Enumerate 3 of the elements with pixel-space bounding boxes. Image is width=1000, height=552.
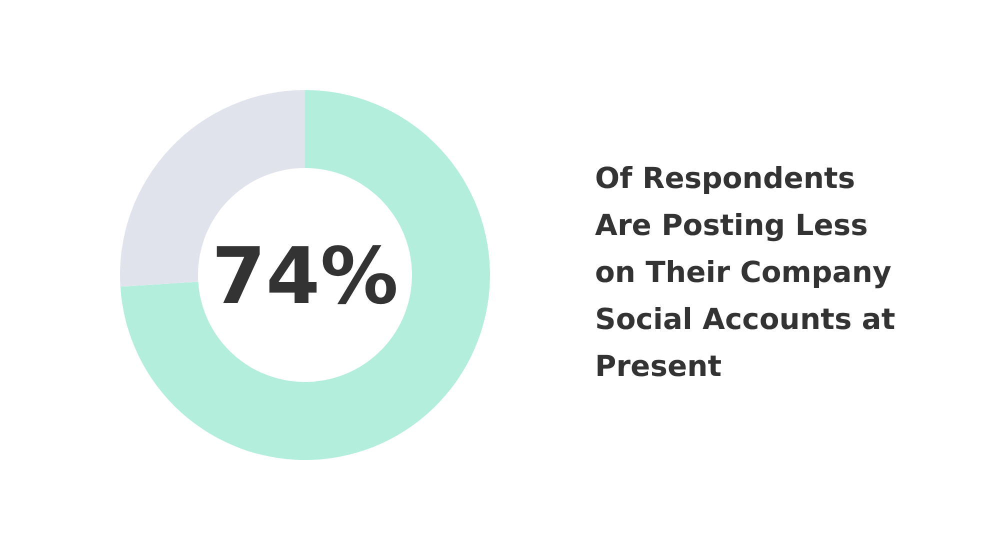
text: Of Respondents Are Posting Less on Their Company Social Accounts at Present (595, 161, 896, 383)
data-label: 74% (212, 232, 398, 322)
donut-slice (120, 90, 490, 460)
